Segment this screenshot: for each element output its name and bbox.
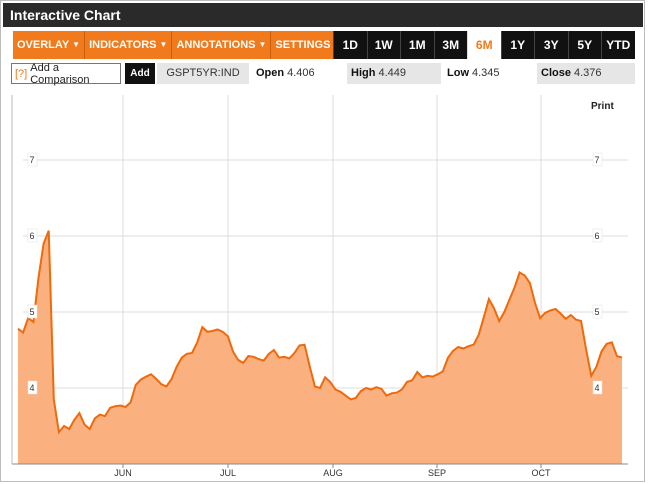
comparison-placeholder: Add a Comparison [30,61,90,86]
y-tick-label-box [592,152,603,167]
close-stat: Close 4.376 [537,63,635,84]
chevron-down-icon: ▼ [72,40,81,49]
range-6m-button[interactable]: 6M [467,31,501,59]
y-tick-label: 5 [594,307,599,317]
close-value: 4.376 [573,67,602,79]
settings-menu-label: SETTINGS [275,39,331,51]
chevron-down-icon: ▼ [159,40,168,49]
ticker-symbol: GSPT5YR:IND [157,63,249,84]
range-1y-button[interactable]: 1Y [500,31,534,59]
x-tick-label: OCT [532,468,552,478]
indicators-menu-label: INDICATORS [89,39,157,51]
open-label: Open [256,67,285,79]
x-tick-label: JUN [114,468,132,478]
overlay-menu-label: OVERLAY [17,39,70,51]
y-tick-label-box [592,228,603,243]
y-tick-label: 6 [29,231,34,241]
range-3y-button[interactable]: 3Y [534,31,568,59]
y-tick-label-box [592,380,603,395]
open-stat: Open 4.406 [256,63,315,84]
x-tick-label: JUL [220,468,236,478]
annotations-menu[interactable]: ANNOTATIONS ▼ [172,31,272,59]
y-tick-label-box [27,228,38,243]
low-label: Low [447,67,469,79]
close-label: Close [541,67,571,79]
y-tick-label: 4 [29,383,34,393]
y-tick-label-box [27,152,38,167]
comparison-input[interactable]: [?] Add a Comparison [11,61,121,86]
annotations-menu-label: ANNOTATIONS [176,39,256,51]
y-tick-label-box [592,304,603,319]
quote-info-bar: [?] Add a Comparison Add GSPT5YR:IND Ope… [11,61,635,86]
y-tick-label: 7 [29,155,34,165]
low-value: 4.345 [472,67,500,79]
range-1d-button[interactable]: 1D [333,31,367,59]
add-comparison-button[interactable]: Add [125,63,155,84]
area-fill [18,230,622,464]
chart-menu-bar: OVERLAY ▼ INDICATORS ▼ ANNOTATIONS ▼ SET… [13,31,347,59]
time-range-selector: 1D 1W 1M 3M 6M 1Y 3Y 5Y YTD [333,31,635,59]
y-tick-label: 4 [594,383,599,393]
high-value: 4.449 [378,67,406,79]
range-1w-button[interactable]: 1W [366,31,400,59]
chevron-down-icon: ▼ [258,40,267,49]
help-icon[interactable]: [?] [15,67,28,80]
range-3m-button[interactable]: 3M [433,31,467,59]
y-tick-label-box [27,380,38,395]
indicators-menu[interactable]: INDICATORS ▼ [85,31,173,59]
x-tick-label: AUG [323,468,343,478]
high-stat: High 4.449 [347,63,441,84]
range-1m-button[interactable]: 1M [400,31,434,59]
range-ytd-button[interactable]: YTD [601,31,635,59]
y-tick-label: 5 [29,307,34,317]
y-tick-label: 6 [594,231,599,241]
x-tick-label: SEP [428,468,446,478]
low-stat: Low 4.345 [447,63,500,84]
high-label: High [351,67,376,79]
overlay-menu[interactable]: OVERLAY ▼ [13,31,86,59]
y-tick-label: 7 [594,155,599,165]
range-5y-button[interactable]: 5Y [567,31,601,59]
y-tick-label-box [27,304,38,319]
panel-title: Interactive Chart [3,3,643,27]
open-value: 4.406 [287,67,315,79]
print-link[interactable]: Print [591,101,614,112]
price-line [17,230,623,435]
